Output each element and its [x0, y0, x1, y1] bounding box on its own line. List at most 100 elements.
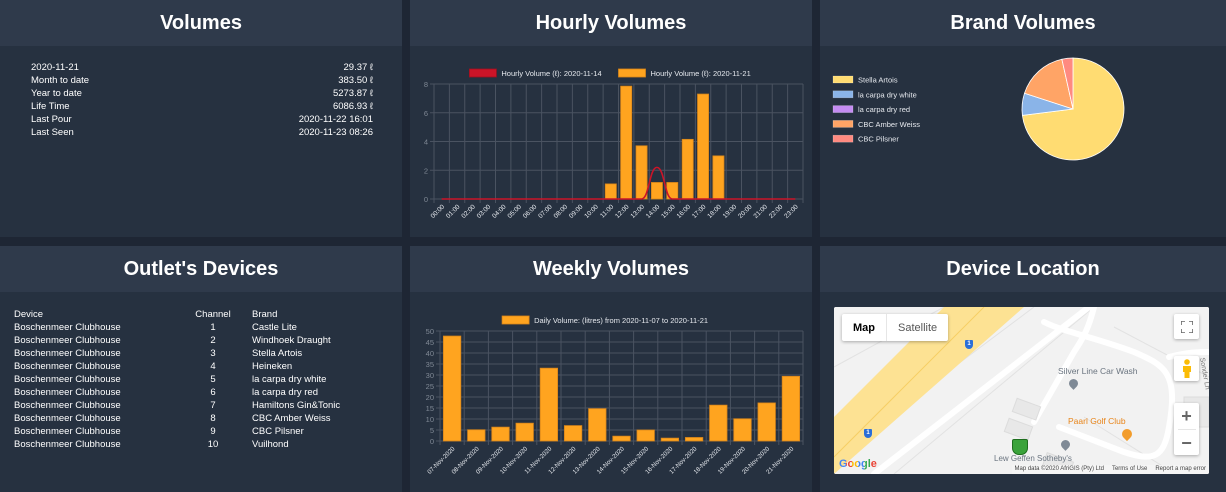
device-name-cell: Boschenmeer Clubhouse	[14, 400, 121, 411]
bar-20-Nov-2020[interactable]	[757, 402, 776, 442]
bar-21-Nov-2020[interactable]	[781, 375, 801, 442]
bar-17-Nov-2020[interactable]	[684, 437, 704, 442]
channel-cell: 7	[210, 400, 216, 411]
bar-16-Nov-2020[interactable]	[660, 437, 680, 442]
bar-17:00[interactable]	[697, 93, 709, 200]
zoom-control: + −	[1174, 403, 1199, 455]
route-shield-number: 1	[967, 341, 971, 347]
volume-label: Last Seen	[31, 127, 74, 138]
legend-label[interactable]: CBC Pilsner	[858, 135, 899, 144]
x-tick-label: 11:00	[599, 203, 615, 219]
device-row: Boschenmeer Clubhouse 4 Heineken	[14, 360, 340, 373]
x-tick-label: 10:00	[583, 203, 600, 220]
bar-16:00[interactable]	[681, 138, 694, 200]
x-tick-label: 01:00	[445, 203, 462, 220]
pie-slice-cbc-pilsner[interactable]	[1061, 57, 1074, 110]
legend-swatch[interactable]	[469, 68, 497, 78]
y-tick-label: 2	[424, 166, 428, 175]
route-shield-number: 1	[866, 430, 870, 436]
legend-label[interactable]: Hourly Volume (ℓ): 2020-11-14	[501, 69, 601, 78]
google-logo-text: Google	[839, 458, 877, 470]
bar-13:00[interactable]	[635, 145, 648, 200]
y-tick-label: 0	[424, 195, 428, 204]
bar-09-Nov-2020[interactable]	[491, 426, 510, 442]
zoom-out-button[interactable]: −	[1181, 432, 1192, 453]
legend-swatch[interactable]	[618, 68, 646, 78]
legend-swatch[interactable]	[832, 75, 854, 84]
x-tick-label: 18:00	[706, 203, 723, 220]
channel-cell: 10	[207, 439, 219, 450]
x-tick-label: 00:00	[430, 203, 447, 220]
bar-19-Nov-2020[interactable]	[733, 418, 752, 442]
series-line[interactable]	[441, 166, 796, 200]
volume-row: Last Pour 2020-11-22 16:01	[31, 113, 373, 126]
channel-cell: 2	[210, 335, 216, 346]
bar-12:00[interactable]	[620, 85, 633, 200]
bar-11-Nov-2020[interactable]	[539, 367, 559, 442]
x-tick-label: 13:00	[630, 203, 647, 220]
google-map[interactable]: Map Satellite 1 1 Silver Line Car Wash P…	[834, 307, 1209, 474]
volume-value: 5273.87 ℓ	[332, 88, 373, 99]
brand-cell: Vuilhond	[252, 439, 289, 450]
legend-label[interactable]: CBC Amber Weiss	[858, 120, 920, 129]
bar-12-Nov-2020[interactable]	[563, 425, 583, 442]
bar-11:00[interactable]	[604, 183, 617, 200]
zoom-in-button[interactable]: +	[1177, 403, 1196, 430]
terms-of-use-link[interactable]: Terms of Use	[1111, 466, 1148, 472]
poi-silver-line-car-wash[interactable]: Silver Line Car Wash	[1058, 366, 1138, 376]
bar-14:00[interactable]	[651, 182, 663, 200]
y-tick-label: 30	[426, 371, 434, 380]
legend-swatch[interactable]	[832, 120, 854, 128]
map-type-satellite-button[interactable]: Satellite	[898, 321, 938, 334]
bar-07-Nov-2020[interactable]	[442, 335, 462, 442]
legend-label[interactable]: Hourly Volume (ℓ): 2020-11-21	[651, 69, 751, 78]
fullscreen-button[interactable]	[1174, 314, 1199, 339]
devices-table: Device Channel Brand Boschenmeer Clubhou…	[14, 308, 340, 451]
devices-table-header: Device Channel Brand	[14, 308, 340, 321]
route-shield-icon: 1	[965, 340, 973, 349]
golf-crest-icon[interactable]	[1012, 439, 1028, 455]
device-row: Boschenmeer Clubhouse 1 Castle Lite	[14, 321, 340, 334]
device-row: Boschenmeer Clubhouse 10 Vuilhond	[14, 438, 340, 451]
poi-paarl-golf-club[interactable]: Paarl Golf Club	[1068, 416, 1126, 426]
bar-15-Nov-2020[interactable]	[636, 429, 655, 442]
poi-lew-geffen-sothebys[interactable]: Lew Geffen Sotheby's	[994, 454, 1072, 463]
bar-18:00[interactable]	[712, 155, 725, 200]
y-tick-label: 6	[424, 109, 428, 118]
device-location-panel: Device Location	[820, 246, 1226, 492]
x-tick-label: 09:00	[568, 203, 585, 220]
bar-14-Nov-2020[interactable]	[612, 435, 631, 442]
bar-08-Nov-2020[interactable]	[467, 429, 486, 442]
bar-13-Nov-2020[interactable]	[588, 408, 607, 442]
legend-swatch[interactable]	[832, 90, 854, 99]
legend-label[interactable]: la carpa dry white	[858, 90, 917, 99]
legend-swatch[interactable]	[501, 315, 530, 325]
bar-10-Nov-2020[interactable]	[515, 422, 534, 442]
x-tick-label: 07:00	[537, 203, 554, 220]
legend-swatch[interactable]	[832, 134, 854, 143]
y-tick-label: 25	[426, 382, 434, 391]
pie-slice-cbc-amber-weiss[interactable]	[1023, 58, 1074, 110]
legend-label[interactable]: Daily Volume: (litres) from 2020-11-07 t…	[534, 316, 708, 325]
map-type-map-button[interactable]: Map	[842, 314, 887, 341]
legend-label[interactable]: la carpa dry red	[858, 105, 910, 114]
device-name-cell: Boschenmeer Clubhouse	[14, 335, 121, 346]
outlet-devices-panel: Outlet's Devices Device Channel Brand Bo…	[0, 246, 402, 492]
device-row: Boschenmeer Clubhouse 5 la carpa dry white	[14, 373, 340, 386]
report-map-error-link[interactable]: Report a map error	[1155, 466, 1206, 472]
x-tick-label: 03:00	[476, 203, 493, 220]
volumes-title: Volumes	[0, 0, 402, 46]
volume-label: Life Time	[31, 101, 70, 112]
brand-cell: Hamiltons Gin&Tonic	[252, 400, 341, 411]
device-name-cell: Boschenmeer Clubhouse	[14, 426, 121, 437]
brand-cell: CBC Pilsner	[252, 426, 304, 437]
legend-swatch[interactable]	[832, 105, 854, 113]
device-name-cell: Boschenmeer Clubhouse	[14, 439, 121, 450]
channel-column-header: Channel	[195, 309, 231, 320]
bar-18-Nov-2020[interactable]	[709, 404, 728, 442]
street-view-pegman-button[interactable]	[1174, 356, 1199, 381]
legend-label[interactable]: Stella Artois	[858, 76, 898, 85]
channel-cell: 1	[210, 322, 216, 333]
volume-row: Year to date 5273.87 ℓ	[31, 87, 373, 100]
y-tick-label: 35	[426, 360, 434, 369]
